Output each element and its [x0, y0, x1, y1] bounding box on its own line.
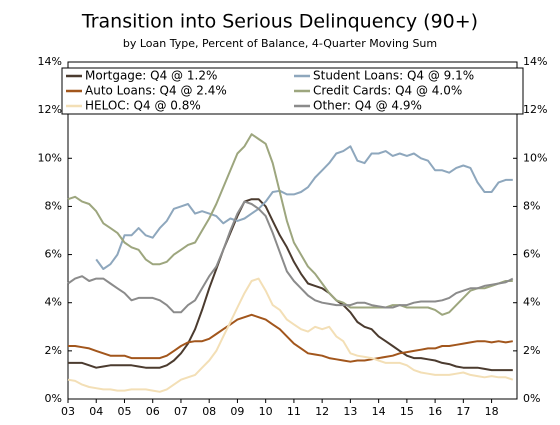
x-tick-label: 14: [372, 405, 386, 418]
y2-tick-label: 10%: [523, 151, 547, 164]
y-tick-label: 4%: [45, 296, 62, 309]
x-tick-label: 18: [485, 405, 499, 418]
x-tick-label: 09: [230, 405, 244, 418]
legend-label: Mortgage: Q4 @ 1.2%: [85, 69, 217, 83]
series-line: [67, 277, 514, 393]
legend-label: Auto Loans: Q4 @ 2.4%: [85, 84, 227, 98]
legend-box: [61, 67, 524, 115]
series-line: [67, 133, 513, 316]
legend-label: Credit Cards: Q4 @ 4.0%: [313, 84, 462, 98]
chart-title: Transition into Serious Delinquency (90+…: [81, 11, 478, 33]
legend-label: Other: Q4 @ 4.9%: [313, 99, 422, 113]
x-tick-label: 05: [117, 405, 131, 418]
x-tick-label: 07: [174, 405, 188, 418]
x-tick-label: 08: [202, 405, 216, 418]
y-tick-label: 2%: [45, 344, 62, 357]
series-line: [68, 313, 513, 363]
series-line: [67, 200, 514, 314]
x-tick-label: 11: [287, 405, 301, 418]
y-tick-label: 10%: [38, 151, 62, 164]
y-tick-label: 6%: [45, 248, 62, 261]
y2-tick-label: 14%: [523, 55, 547, 68]
y2-tick-label: 8%: [523, 199, 540, 212]
legend-label: HELOC: Q4 @ 0.8%: [85, 99, 201, 113]
x-tick-label: 10: [259, 405, 273, 418]
series-line: [95, 145, 513, 270]
y-tick-label: 8%: [45, 199, 62, 212]
x-tick-label: 15: [400, 405, 414, 418]
x-tick-label: 13: [343, 405, 357, 418]
y2-tick-label: 4%: [523, 296, 540, 309]
y2-tick-label: 6%: [523, 248, 540, 261]
series-line: [68, 198, 513, 372]
x-tick-label: 17: [456, 405, 470, 418]
chart-subtitle: by Loan Type, Percent of Balance, 4-Quar…: [123, 37, 437, 50]
x-tick-label: 16: [428, 405, 442, 418]
y2-tick-label: 2%: [523, 344, 540, 357]
y2-tick-label: 12%: [523, 103, 547, 116]
x-tick-label: 12: [315, 405, 329, 418]
x-tick-label: 03: [61, 405, 75, 418]
y-tick-label: 0%: [45, 392, 62, 405]
plot-frame: [67, 61, 518, 400]
x-tick-label: 04: [89, 405, 103, 418]
x-tick-label: 06: [146, 405, 160, 418]
legend-label: Student Loans: Q4 @ 9.1%: [313, 69, 474, 83]
y-tick-label: 14%: [38, 55, 62, 68]
y2-tick-label: 0%: [523, 392, 540, 405]
y-tick-label: 12%: [38, 103, 62, 116]
